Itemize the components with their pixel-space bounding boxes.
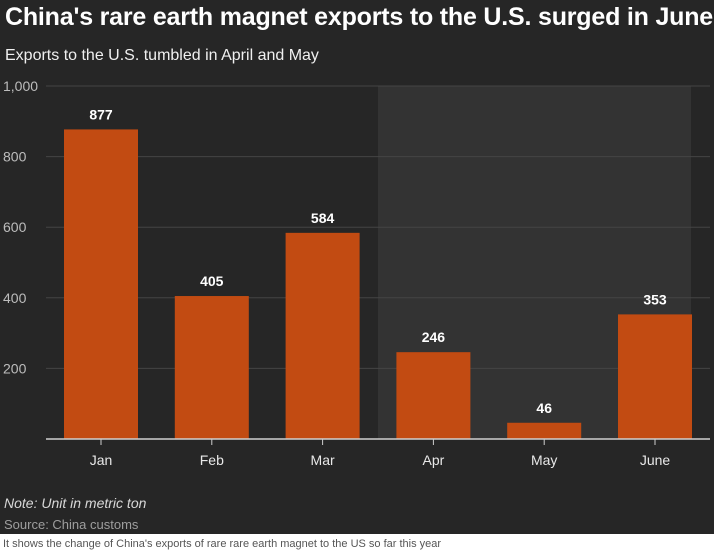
data-label: 405 (200, 273, 224, 289)
data-label: 46 (536, 400, 552, 416)
data-label: 584 (311, 210, 335, 226)
image-caption: It shows the change of China's exports o… (3, 538, 442, 550)
x-tick-label: Jan (90, 452, 113, 468)
y-tick-label: 200 (3, 360, 27, 376)
y-tick-label: 600 (3, 219, 27, 235)
y-tick-label: 1,000 (3, 78, 38, 94)
bar-chart: 200 400 600 800 1,000 877 Jan 405 Feb 584 Mar 246 A… (3, 78, 710, 468)
bar (396, 352, 471, 439)
x-tick-label: Feb (200, 452, 224, 468)
data-label: 353 (643, 291, 667, 307)
data-label: 246 (422, 329, 446, 345)
unit-note: Note: Unit in metric ton (4, 495, 147, 511)
bar (285, 232, 360, 439)
x-tick-label: May (531, 452, 557, 468)
y-tick-label: 400 (3, 290, 27, 306)
x-tick-label: Mar (311, 452, 335, 468)
data-label: 877 (89, 106, 113, 122)
bar (507, 422, 582, 439)
chart-title: China's rare earth magnet exports to the… (5, 3, 713, 31)
bar (64, 129, 138, 439)
x-tick-label: Apr (423, 452, 445, 468)
y-tick-label: 800 (3, 149, 27, 165)
x-tick-label: June (640, 452, 671, 468)
bar (174, 296, 249, 439)
bar (618, 314, 692, 439)
source-note: Source: China customs (4, 517, 139, 532)
chart-subtitle: Exports to the U.S. tumbled in April and… (5, 47, 319, 64)
